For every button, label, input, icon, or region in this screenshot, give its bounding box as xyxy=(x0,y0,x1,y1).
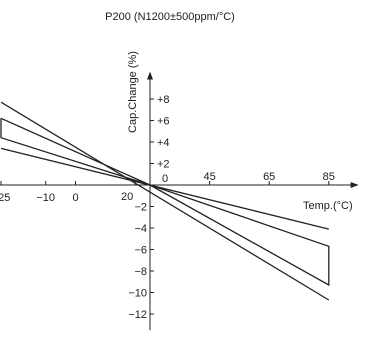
tick-labels: −25 −10 0 20 0 45 65 85 +8 +6 +4 +2 −2 −4 −6 −8 −10 −12 xyxy=(0,94,335,321)
series-line-1 xyxy=(0,101,330,301)
x-axis-arrow xyxy=(350,182,359,188)
y-tick-label: +4 xyxy=(157,137,170,149)
y-tick-label: −4 xyxy=(134,223,147,235)
x-tick-label: 20 xyxy=(121,191,133,203)
axes xyxy=(0,71,359,331)
x-tick-label: −25 xyxy=(0,192,10,204)
x-tick-label: 0 xyxy=(72,192,78,204)
x-tick-label: 65 xyxy=(263,171,275,183)
x-tick-label: 45 xyxy=(203,171,215,183)
y-tick-label: −12 xyxy=(128,309,147,321)
series-line-3 xyxy=(0,147,329,230)
y-tick-label: −2 xyxy=(134,202,147,214)
series-group xyxy=(0,101,330,301)
x-tick-label: 0 xyxy=(162,173,168,185)
x-axis-title: Temp.(°C) xyxy=(303,200,353,212)
y-tick-label: +6 xyxy=(157,116,170,128)
y-axis-arrow xyxy=(147,71,153,80)
x-tick-label: −10 xyxy=(36,192,55,204)
chart-title: P200 (N1200±500ppm/°C) xyxy=(105,11,235,23)
y-tick-label: −10 xyxy=(128,288,147,300)
y-tick-label: −6 xyxy=(134,245,147,257)
x-tick-label: 85 xyxy=(323,171,335,183)
y-tick-label: −8 xyxy=(134,266,147,278)
y-tick-label: +2 xyxy=(157,159,170,171)
y-tick-label: +8 xyxy=(157,94,170,106)
y-axis-title: Cap.Change (%) xyxy=(127,51,139,133)
